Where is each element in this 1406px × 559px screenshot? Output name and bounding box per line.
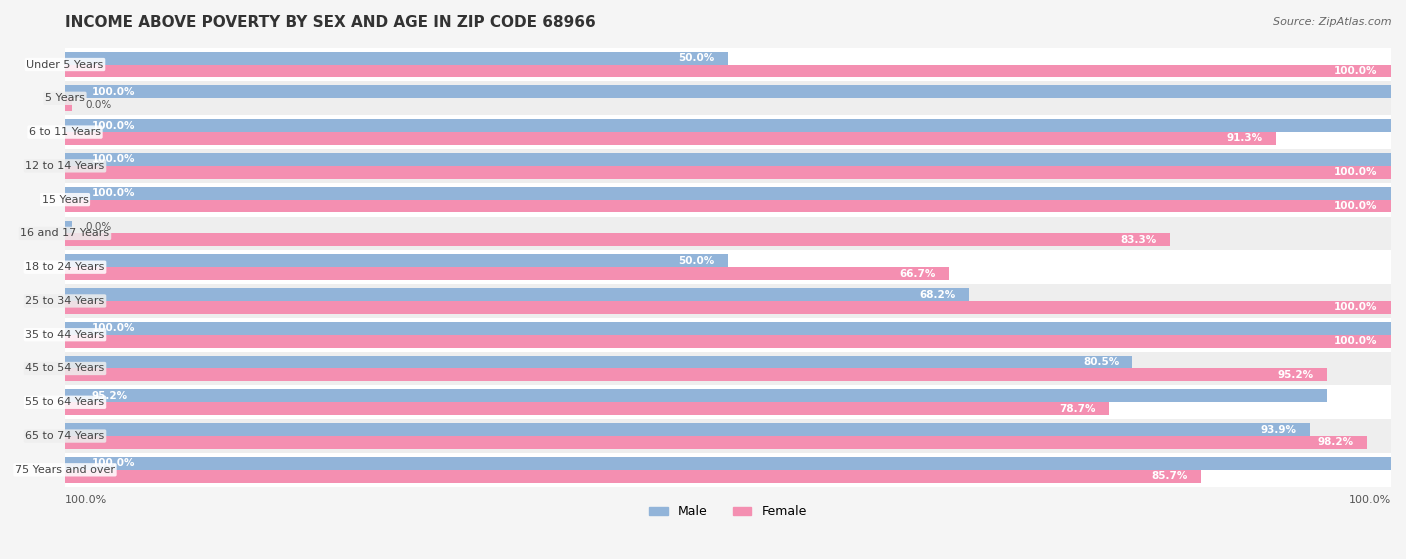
Text: 65 to 74 Years: 65 to 74 Years: [25, 431, 104, 441]
Text: 0.0%: 0.0%: [84, 100, 111, 110]
Bar: [65, 402, 1108, 415]
Text: 100.0%: 100.0%: [91, 121, 135, 131]
Text: 100.0%: 100.0%: [1334, 66, 1378, 76]
Bar: [65, 234, 1170, 246]
Text: 25 to 34 Years: 25 to 34 Years: [25, 296, 104, 306]
Text: 78.7%: 78.7%: [1059, 404, 1095, 414]
Text: 100.0%: 100.0%: [65, 495, 107, 505]
Text: 91.3%: 91.3%: [1226, 134, 1263, 144]
Text: 93.9%: 93.9%: [1261, 425, 1296, 435]
Bar: [65, 335, 1391, 348]
Bar: [0, 48, 1391, 82]
Text: Source: ZipAtlas.com: Source: ZipAtlas.com: [1274, 17, 1392, 27]
Text: 35 to 44 Years: 35 to 44 Years: [25, 330, 104, 340]
Text: Under 5 Years: Under 5 Years: [27, 59, 104, 69]
Text: 18 to 24 Years: 18 to 24 Years: [25, 262, 104, 272]
Text: 5 Years: 5 Years: [45, 93, 84, 103]
Bar: [0, 115, 1391, 149]
Text: 100.0%: 100.0%: [1334, 336, 1378, 346]
Text: 100.0%: 100.0%: [91, 188, 135, 198]
Bar: [65, 267, 949, 280]
Bar: [65, 301, 1391, 314]
Bar: [0, 318, 1391, 352]
Text: 16 and 17 Years: 16 and 17 Years: [21, 229, 110, 238]
Bar: [65, 322, 1391, 335]
Text: 95.2%: 95.2%: [1278, 370, 1315, 380]
Text: 50.0%: 50.0%: [679, 53, 714, 63]
Text: 80.5%: 80.5%: [1083, 357, 1119, 367]
Bar: [0, 149, 1391, 183]
Bar: [65, 187, 1391, 200]
Bar: [65, 86, 1391, 98]
Bar: [0, 250, 1391, 284]
Text: 75 Years and over: 75 Years and over: [15, 465, 115, 475]
Bar: [65, 132, 1275, 145]
Text: 95.2%: 95.2%: [91, 391, 128, 401]
Text: 50.0%: 50.0%: [679, 256, 714, 266]
Text: 100.0%: 100.0%: [91, 87, 135, 97]
Text: INCOME ABOVE POVERTY BY SEX AND AGE IN ZIP CODE 68966: INCOME ABOVE POVERTY BY SEX AND AGE IN Z…: [65, 15, 596, 30]
Bar: [65, 288, 969, 301]
Text: 100.0%: 100.0%: [1334, 201, 1378, 211]
Bar: [65, 153, 1391, 166]
Bar: [0, 419, 1391, 453]
Bar: [65, 166, 1391, 179]
Legend: Male, Female: Male, Female: [644, 500, 811, 523]
Text: 85.7%: 85.7%: [1152, 471, 1188, 481]
Text: 0.0%: 0.0%: [84, 222, 111, 232]
Bar: [65, 200, 1391, 212]
Text: 6 to 11 Years: 6 to 11 Years: [30, 127, 101, 137]
Text: 100.0%: 100.0%: [91, 323, 135, 333]
Bar: [0, 183, 1391, 216]
Bar: [65, 436, 1367, 449]
Text: 15 Years: 15 Years: [42, 195, 89, 205]
Bar: [65, 98, 72, 111]
Bar: [65, 221, 72, 234]
Bar: [0, 385, 1391, 419]
Bar: [65, 470, 1201, 482]
Bar: [65, 119, 1391, 132]
Bar: [65, 390, 1327, 402]
Bar: [65, 368, 1327, 381]
Text: 45 to 54 Years: 45 to 54 Years: [25, 363, 104, 373]
Bar: [0, 82, 1391, 115]
Text: 98.2%: 98.2%: [1317, 438, 1354, 447]
Bar: [65, 64, 1391, 77]
Text: 12 to 14 Years: 12 to 14 Years: [25, 161, 104, 171]
Bar: [65, 423, 1310, 436]
Text: 100.0%: 100.0%: [91, 458, 135, 468]
Text: 100.0%: 100.0%: [1348, 495, 1391, 505]
Bar: [0, 216, 1391, 250]
Bar: [65, 254, 728, 267]
Bar: [65, 51, 728, 64]
Bar: [0, 453, 1391, 487]
Text: 100.0%: 100.0%: [1334, 167, 1378, 177]
Bar: [65, 457, 1391, 470]
Text: 100.0%: 100.0%: [1334, 302, 1378, 312]
Bar: [0, 352, 1391, 385]
Text: 100.0%: 100.0%: [91, 154, 135, 164]
Bar: [65, 356, 1132, 368]
Text: 55 to 64 Years: 55 to 64 Years: [25, 397, 104, 408]
Text: 83.3%: 83.3%: [1121, 235, 1156, 245]
Bar: [0, 284, 1391, 318]
Text: 68.2%: 68.2%: [920, 290, 956, 300]
Text: 66.7%: 66.7%: [900, 268, 936, 278]
